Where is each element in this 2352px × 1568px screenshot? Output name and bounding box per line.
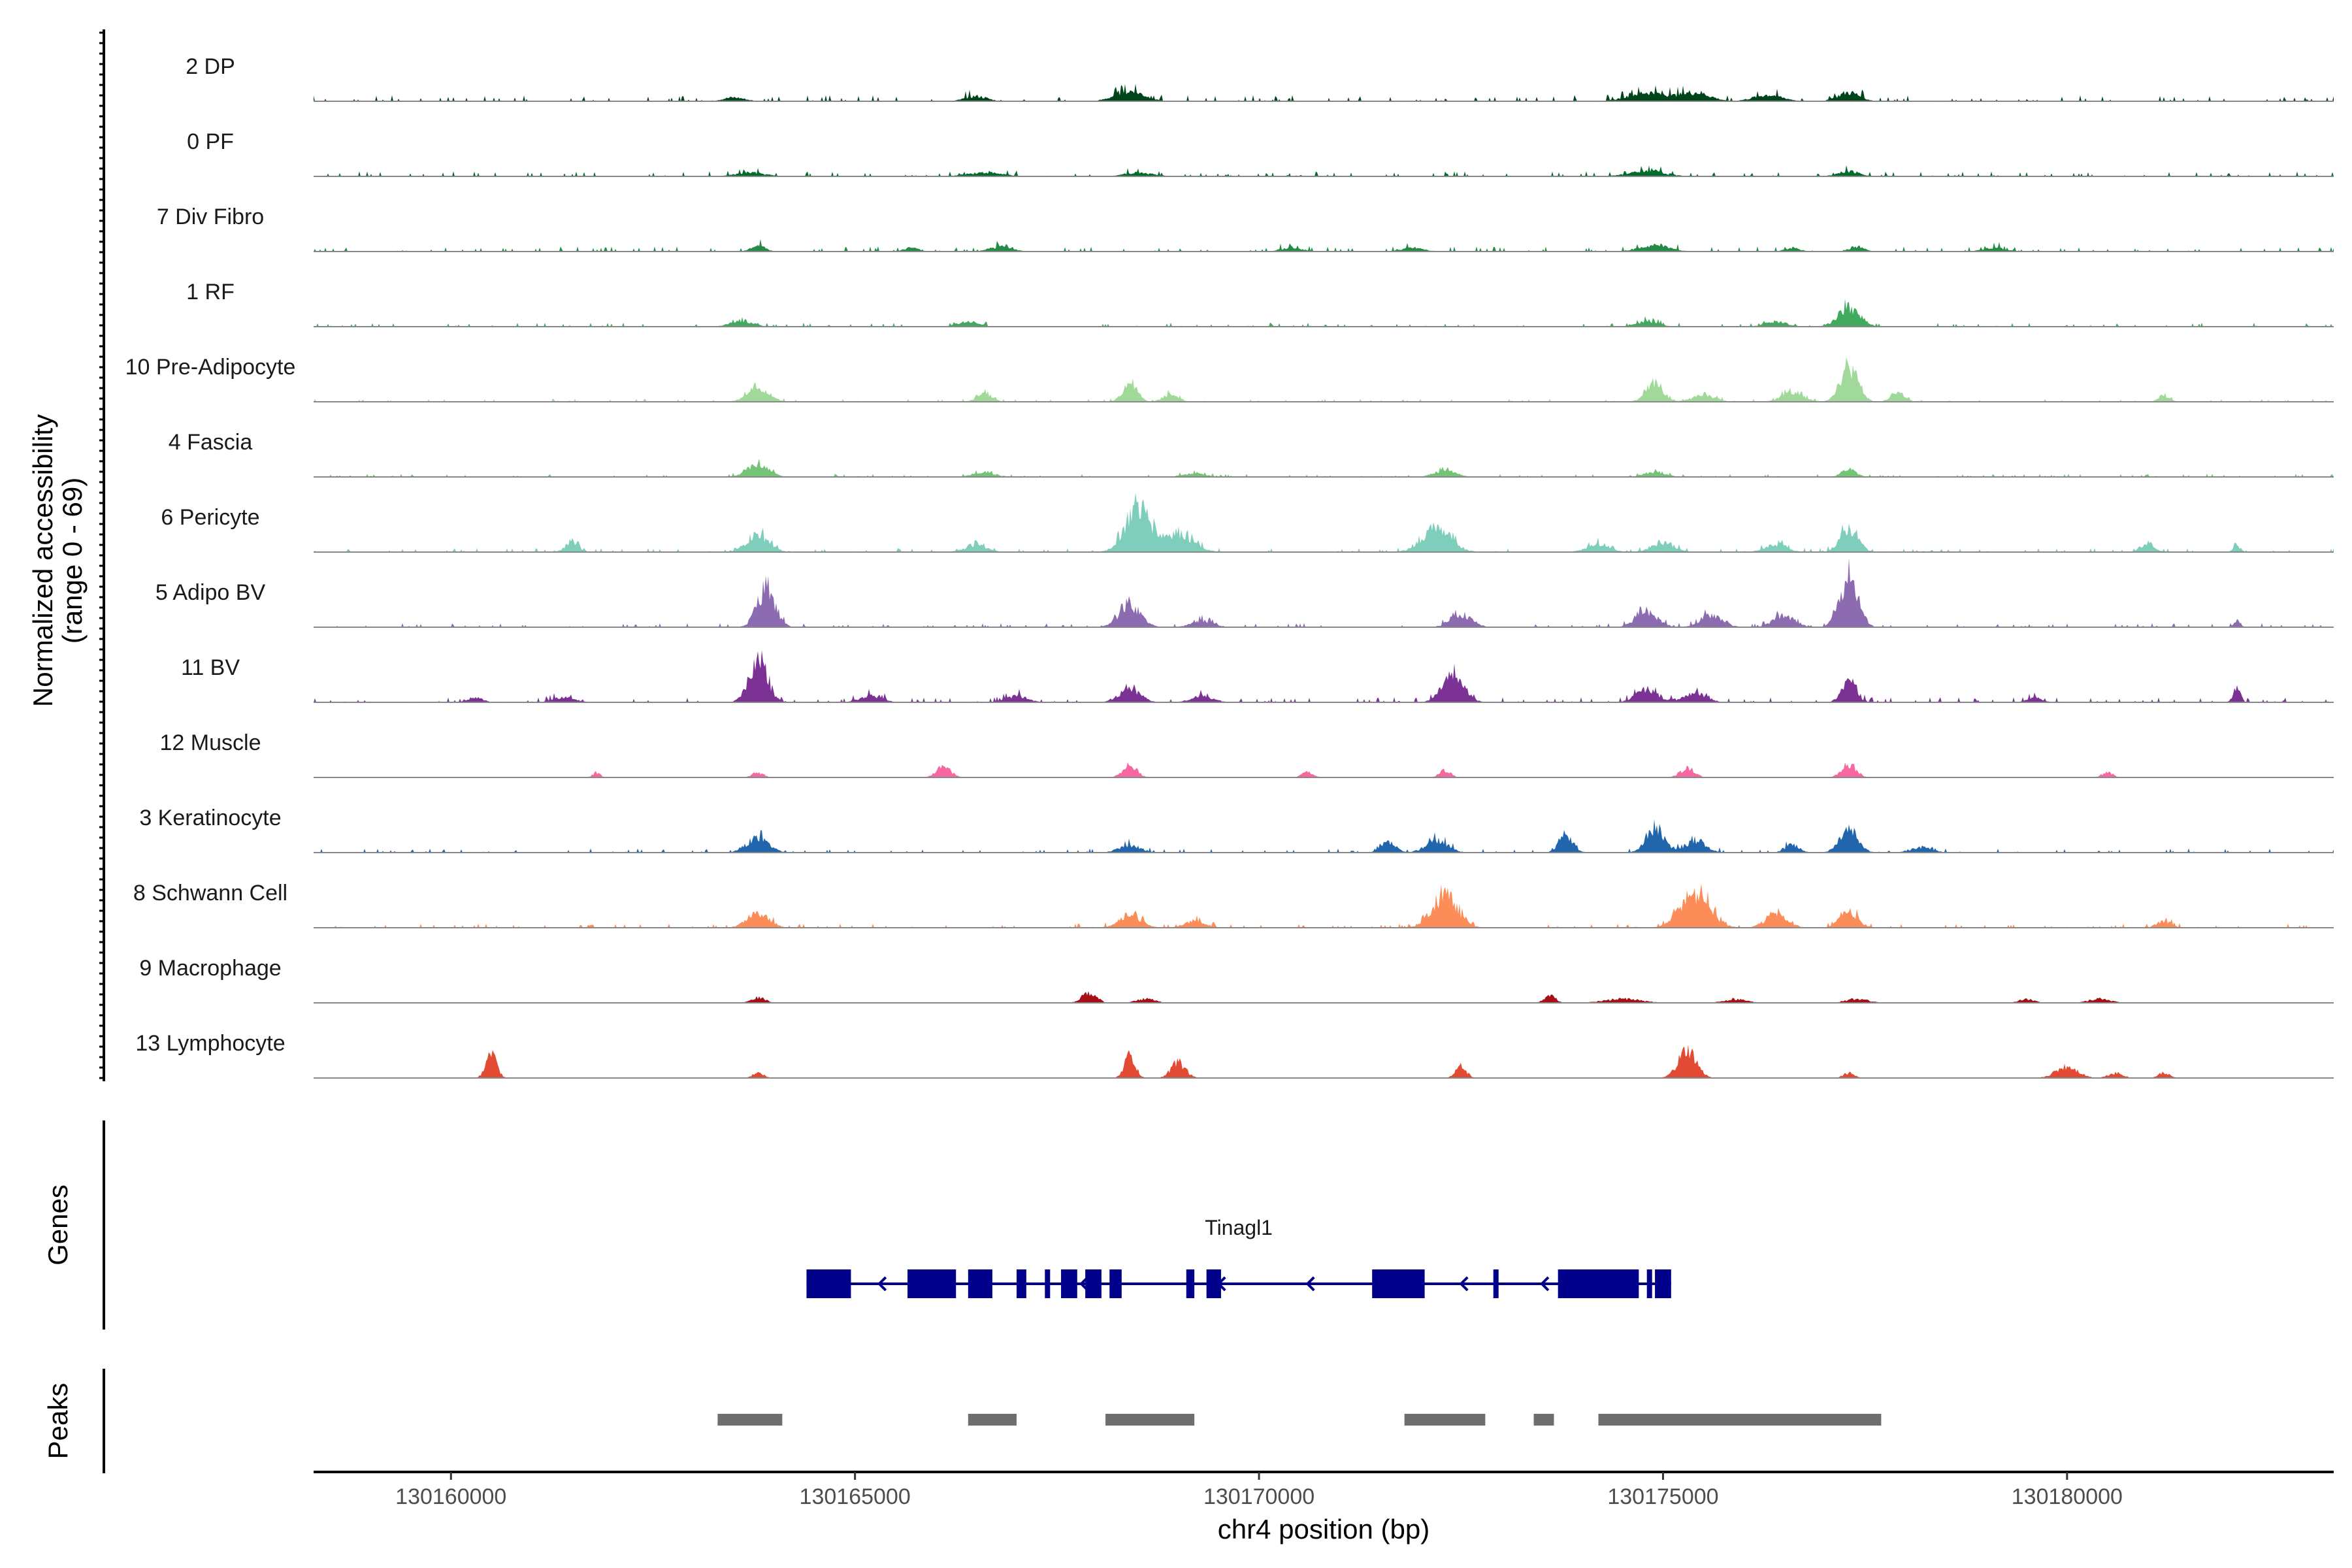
- x-axis-ticks: 130160000 130165000 130170000 130175000 1301…: [395, 1472, 2123, 1509]
- track-0-pf: 0 PF: [187, 129, 2334, 177]
- peak-region-bar: [717, 1414, 783, 1426]
- strand-arrow-icon: [1459, 1276, 1469, 1292]
- track-2-dp: 2 DP: [186, 54, 2334, 102]
- x-tick-label: 130175000: [1607, 1484, 1718, 1509]
- gene-exon: [1109, 1269, 1122, 1298]
- coverage-panel: 2 DP 0 PF 7 Div Fibro 1 RF 10 Pre-Adipocyte 4…: [27, 29, 2334, 1081]
- coverage-y-ticks: [99, 31, 104, 1079]
- gene-exon: [806, 1269, 851, 1298]
- gene-exon: [1017, 1269, 1026, 1298]
- track-5-adipo-bv: 5 Adipo BV: [155, 558, 2334, 628]
- track-11-bv: 11 BV: [181, 650, 2334, 703]
- y-axis-title-line1: Normalized accessibility: [27, 414, 58, 707]
- track-1-rf: 1 RF: [186, 280, 2334, 327]
- track-label: 4 Fascia: [169, 430, 253, 455]
- peak-region-bar: [1105, 1414, 1195, 1426]
- strand-arrow-icon: [1079, 1276, 1089, 1292]
- peak-region-bar: [1533, 1414, 1554, 1426]
- gene-exon: [1061, 1269, 1077, 1298]
- track-label: 6 Pericyte: [161, 505, 259, 530]
- track-9-macrophage: 9 Macrophage: [139, 956, 2334, 1004]
- track-label: 3 Keratinocyte: [139, 806, 281, 830]
- coverage-tracks: 2 DP 0 PF 7 Div Fibro 1 RF 10 Pre-Adipocyte 4…: [125, 54, 2334, 1079]
- gene-exon: [1558, 1269, 1639, 1298]
- x-axis-title: chr4 position (bp): [1218, 1514, 1430, 1544]
- x-tick-label: 130180000: [2012, 1484, 2123, 1509]
- x-tick-label: 130165000: [800, 1484, 911, 1509]
- gene-exon: [968, 1269, 992, 1298]
- peaks-panel-title: Peaks: [42, 1383, 73, 1460]
- x-tick-label: 130170000: [1203, 1484, 1315, 1509]
- track-6-pericyte: 6 Pericyte: [161, 493, 2334, 553]
- track-label: 12 Muscle: [160, 730, 261, 755]
- x-tick-label: 130160000: [395, 1484, 506, 1509]
- peak-regions: [717, 1414, 1882, 1426]
- gene-exon: [1655, 1269, 1671, 1298]
- track-label: 10 Pre-Adipocyte: [125, 355, 296, 380]
- peak-region-bar: [968, 1414, 1017, 1426]
- track-4-fascia: 4 Fascia: [169, 430, 2334, 478]
- strand-arrow-icon: [877, 1276, 887, 1292]
- gene-name-label: Tinagl1: [1205, 1216, 1273, 1239]
- track-label: 1 RF: [186, 280, 235, 304]
- track-12-muscle: 12 Muscle: [160, 730, 2334, 778]
- gene-exon: [1372, 1269, 1425, 1298]
- gene-exon: [1085, 1269, 1102, 1298]
- track-label: 0 PF: [187, 129, 234, 154]
- track-label: 5 Adipo BV: [155, 580, 266, 605]
- track-label: 11 BV: [181, 655, 240, 680]
- gene-exon: [1206, 1269, 1221, 1298]
- gene-exon: [1646, 1269, 1652, 1298]
- track-label: 2 DP: [186, 54, 235, 79]
- y-axis-title-line2: (range 0 - 69): [57, 478, 88, 644]
- track-8-schwann-cell: 8 Schwann Cell: [133, 881, 2334, 928]
- track-label: 13 Lymphocyte: [135, 1031, 285, 1056]
- peaks-panel: Peaks: [42, 1369, 1882, 1473]
- x-axis: 130160000 130165000 130170000 130175000 1301…: [314, 1471, 2334, 1544]
- peak-region-bar: [1598, 1414, 1882, 1426]
- track-10-pre-adipocyte: 10 Pre-Adipocyte: [125, 355, 2334, 402]
- strand-arrow-icon: [1540, 1276, 1550, 1292]
- track-label: 8 Schwann Cell: [133, 881, 287, 906]
- track-13-lymphocyte: 13 Lymphocyte: [135, 1031, 2334, 1079]
- genes-panel: Genes Tinagl1: [42, 1120, 1671, 1330]
- genes-panel-title: Genes: [42, 1184, 73, 1266]
- track-7-div-fibro: 7 Div Fibro: [157, 204, 2334, 252]
- peak-region-bar: [1404, 1414, 1486, 1426]
- strand-arrow-icon: [1217, 1276, 1226, 1292]
- gene-model-tinagl1: [806, 1269, 1671, 1298]
- strand-arrow-icon: [1305, 1276, 1315, 1292]
- track-3-keratinocyte: 3 Keratinocyte: [139, 806, 2334, 853]
- gene-exon: [1186, 1269, 1195, 1298]
- track-label: 7 Div Fibro: [157, 204, 264, 229]
- gene-exon: [1045, 1269, 1051, 1298]
- gene-exon: [1493, 1269, 1499, 1298]
- track-label: 9 Macrophage: [139, 956, 281, 981]
- gene-exon: [907, 1269, 956, 1298]
